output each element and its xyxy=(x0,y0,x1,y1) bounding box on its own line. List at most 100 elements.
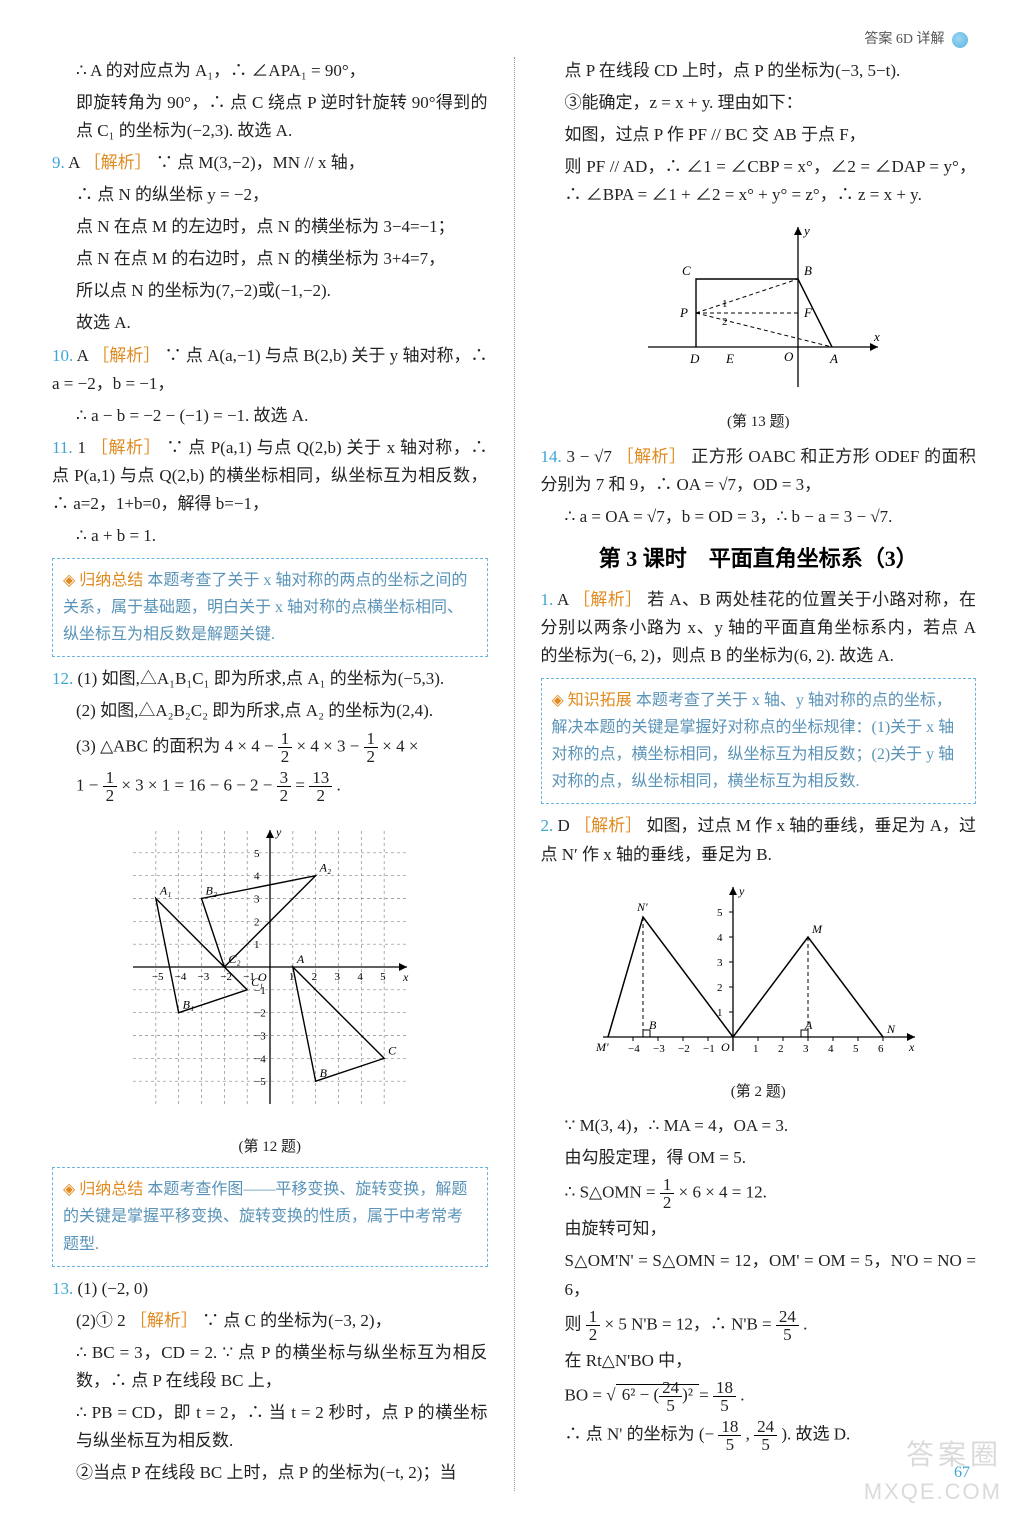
seg: = xyxy=(699,1385,709,1404)
svg-text:3: 3 xyxy=(803,1043,809,1055)
svg-text:−1: −1 xyxy=(703,1043,715,1055)
svg-text:C: C xyxy=(682,263,691,278)
answer-letter: A xyxy=(68,153,79,172)
text-line: 由旋转可知， xyxy=(541,1215,977,1243)
svg-text:O: O xyxy=(784,349,794,364)
svg-text:C₁: C₁ xyxy=(251,974,263,988)
seg: )² xyxy=(682,1385,693,1404)
svg-text:−2: −2 xyxy=(678,1043,690,1055)
seg: BO = xyxy=(565,1385,602,1404)
frac-18-5: 185 xyxy=(713,1379,736,1414)
svg-text:y: y xyxy=(738,884,745,898)
svg-text:3: 3 xyxy=(254,893,260,905)
frac-half: 12 xyxy=(660,1176,675,1211)
frac-13-2: 132 xyxy=(309,769,332,804)
summary-box-1: ◈ 归纳总结 本题考查了关于 x 轴对称的两点的坐标之间的关系，属于基础题，明白… xyxy=(52,558,488,658)
svg-text:1: 1 xyxy=(254,939,260,951)
seg: , xyxy=(746,1424,755,1443)
summary-box-2: ◈ 归纳总结 本题考查作图——平移变换、旋转变换，解题的关键是掌握平移变换、旋转… xyxy=(52,1167,488,1267)
svg-text:O: O xyxy=(721,1040,730,1054)
svg-text:4: 4 xyxy=(254,870,260,882)
svg-text:B₂: B₂ xyxy=(205,883,217,897)
q2-i-line: BO = √ 6² − (245)² = 185 . xyxy=(541,1379,977,1414)
svg-text:2: 2 xyxy=(254,916,260,928)
text-line: ∴ S△OMN = 12 × 6 × 4 = 12. xyxy=(541,1176,977,1211)
q11-line: 11. 1 ［解析］ ∵ 点 P(a,1) 与点 Q(2,b) 关于 x 轴对称… xyxy=(52,434,488,518)
seg: × 5 N'B = 12，∴ N'B = xyxy=(605,1314,772,1333)
frac-24-5: 245 xyxy=(754,1418,777,1453)
text: ∵ 点 M(3,−2)，MN // x 轴， xyxy=(156,153,365,172)
frac-24-5: 245 xyxy=(659,1379,682,1414)
svg-text:−5: −5 xyxy=(152,971,164,983)
answer-letter: A xyxy=(77,346,88,365)
analysis-label: ［解析］ xyxy=(92,346,160,365)
svg-text:A: A xyxy=(296,952,305,966)
svg-text:x: x xyxy=(873,329,880,344)
svg-text:D: D xyxy=(689,351,700,366)
question-number: 9. xyxy=(52,153,65,172)
figure-2-wrap: −4−3−2−112345612345MNN'M'ABOxy xyxy=(541,877,977,1076)
section-title: 第 3 课时 平面直角坐标系（3） xyxy=(541,541,977,577)
seg: × 3 × 1 = 16 − 6 − 2 − xyxy=(121,775,272,794)
svg-text:A: A xyxy=(804,1018,813,1032)
page-header: 答案 6D 详解 xyxy=(52,28,976,51)
svg-text:−4: −4 xyxy=(628,1043,640,1055)
analysis-label: ［解析］ xyxy=(84,153,152,172)
text-line: 则 12 × 5 N'B = 12，∴ N'B = 245 . xyxy=(541,1308,977,1343)
svg-text:1: 1 xyxy=(753,1043,759,1055)
seg: ∴ 点 N' 的坐标为 (− xyxy=(565,1424,715,1443)
question-number: 12. xyxy=(52,669,73,688)
svg-text:4: 4 xyxy=(357,971,363,983)
svg-text:x: x xyxy=(908,1040,915,1054)
q12-line: 12. (1) 如图,△A₁B₁C₁ 即为所求,点 A₁ 的坐标为(−5,3). xyxy=(52,665,488,693)
text-line: ③能确定，z = x + y. 理由如下： xyxy=(541,89,977,117)
frac-half: 12 xyxy=(278,730,293,765)
svg-text:−3: −3 xyxy=(197,971,209,983)
text-line: ∵ M(3, 4)，∴ MA = 4，OA = 3. xyxy=(541,1112,977,1140)
svg-text:3: 3 xyxy=(334,971,340,983)
seg: × 4 × 3 − xyxy=(297,736,360,755)
analysis-label: ［解析］ xyxy=(617,447,687,466)
answer-letter: A xyxy=(557,590,568,609)
seg: . xyxy=(336,775,340,794)
svg-text:5: 5 xyxy=(853,1043,859,1055)
frac-half: 12 xyxy=(103,769,118,804)
text-line: 则 PF // AD，∴ ∠1 = ∠CBP = x°，∠2 = ∠DAP = … xyxy=(541,153,977,209)
frac-3-2: 32 xyxy=(277,769,292,804)
svg-text:F: F xyxy=(803,305,813,320)
text-line: (2)① 2 ［解析］ ∵ 点 C 的坐标为(−3, 2)， xyxy=(52,1307,488,1335)
svg-text:1: 1 xyxy=(722,298,728,310)
q12-3-line2: 1 − 12 × 3 × 1 = 16 − 6 − 2 − 32 = 132 . xyxy=(52,769,488,804)
frac-24-5: 245 xyxy=(776,1308,799,1343)
question-number: 14. xyxy=(541,447,562,466)
watermark-url: MXQE.COM xyxy=(864,1474,1002,1510)
seg: 则 xyxy=(565,1314,582,1333)
analysis-label: ［解析］ xyxy=(574,816,642,835)
svg-text:2: 2 xyxy=(717,982,723,994)
column-divider xyxy=(514,57,515,1491)
box-title: ◈ 知识拓展 xyxy=(552,692,632,709)
left-column: ∴ A 的对应点为 A₁，∴ ∠APA₁ = 90°， 即旋转角为 90°，∴ … xyxy=(52,57,488,1491)
seg: . xyxy=(803,1314,807,1333)
svg-text:2: 2 xyxy=(311,971,317,983)
svg-text:C: C xyxy=(388,1043,397,1057)
svg-text:B: B xyxy=(804,263,812,278)
q10-line: 10. A ［解析］ ∵ 点 A(a,−1) 与点 B(2,b) 关于 y 轴对… xyxy=(52,342,488,398)
seg: 6² − ( xyxy=(622,1385,659,1404)
svg-text:5: 5 xyxy=(254,847,260,859)
analysis-label: ［解析］ xyxy=(91,438,162,457)
question-number: 11. xyxy=(52,438,73,457)
question-number: 1. xyxy=(541,590,554,609)
svg-text:N': N' xyxy=(636,900,648,914)
seg: 1 − xyxy=(76,775,98,794)
svg-text:−3: −3 xyxy=(254,1030,266,1042)
text-line: 在 Rt△N'BO 中， xyxy=(541,1347,977,1375)
q13-line: 13. (1) (−2, 0) xyxy=(52,1275,488,1303)
text-line: ②当点 P 在线段 BC 上时，点 P 的坐标为(−t, 2)；当 xyxy=(52,1459,488,1487)
svg-text:M: M xyxy=(811,922,823,936)
svg-text:B: B xyxy=(649,1018,657,1032)
text-line: (2) 如图,△A₂B₂C₂ 即为所求,点 A₂ 的坐标为(2,4). xyxy=(52,697,488,725)
svg-text:y: y xyxy=(275,825,282,839)
answer-value: 3 − √7 xyxy=(566,447,611,466)
svg-text:C₂: C₂ xyxy=(228,952,240,966)
